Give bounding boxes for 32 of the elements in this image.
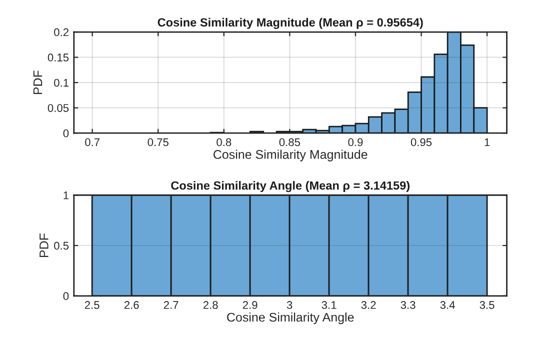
y-tick-label: 0 xyxy=(63,129,69,138)
y-tick-label: 0.5 xyxy=(54,242,69,250)
x-tick-label: 0.95 xyxy=(410,138,432,146)
x-tick-label: 3.2 xyxy=(361,301,376,309)
x-axis-title: Cosine Similarity Angle xyxy=(227,312,354,324)
chart-title: Cosine Similarity Magnitude (Mean ρ = 0.95654) xyxy=(158,18,423,29)
y-tick-label: 0.1 xyxy=(54,78,69,87)
x-tick-label: 0.75 xyxy=(148,138,168,146)
y-tick-label: 0 xyxy=(63,292,69,300)
y-axis-title: PDF xyxy=(33,70,42,94)
x-tick-label: 2.8 xyxy=(203,301,218,309)
x-tick-label: 0.8 xyxy=(216,138,232,146)
x-tick-label: 0.85 xyxy=(279,138,300,146)
x-tick-label: 0.9 xyxy=(348,138,363,146)
x-tick-label: 0.7 xyxy=(85,138,100,146)
x-tick-label: 2.7 xyxy=(164,301,178,309)
y-tick-label: 0.15 xyxy=(48,54,69,62)
y-tick-label: 0.2 xyxy=(54,28,68,36)
x-tick-label: 2.6 xyxy=(124,301,139,309)
chart-title: Cosine Similarity Angle (Mean ρ = 3.14159) xyxy=(171,181,410,192)
x-tick-label: 3.4 xyxy=(440,301,455,309)
x-tick-label: 2.5 xyxy=(84,301,100,309)
x-axis-title: Cosine Similarity Magnitude xyxy=(214,150,368,162)
x-tick-label: 3 xyxy=(286,301,292,309)
y-tick-label: 1 xyxy=(64,192,69,200)
x-tick-label: 1 xyxy=(484,138,490,146)
x-tick-label: 3.5 xyxy=(480,301,494,309)
x-tick-label: 3.1 xyxy=(322,301,336,309)
y-tick-label: 0.05 xyxy=(48,104,69,112)
x-tick-label: 2.9 xyxy=(242,301,258,309)
y-axis-title: PDF xyxy=(40,234,48,257)
x-tick-label: 3.3 xyxy=(400,301,416,309)
